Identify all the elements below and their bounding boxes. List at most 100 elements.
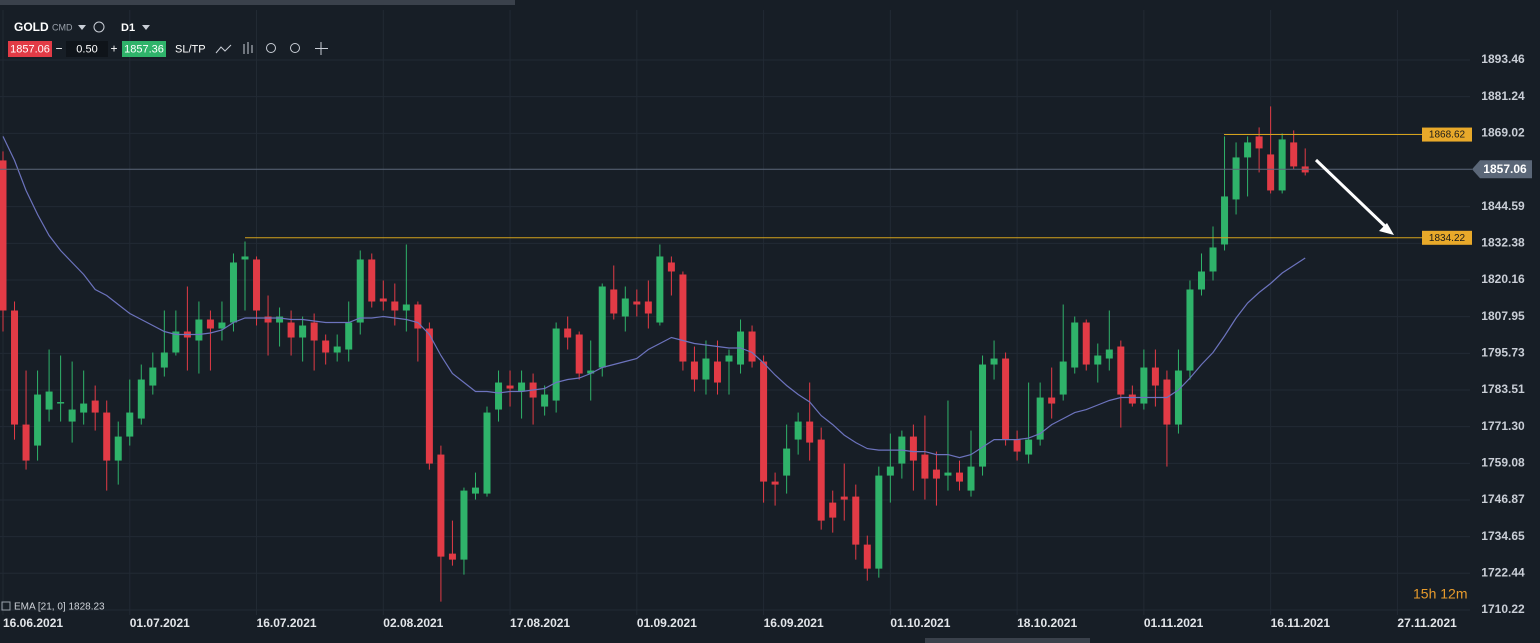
candle-body bbox=[725, 355, 733, 362]
candle-body bbox=[402, 304, 410, 311]
line-tool[interactable] bbox=[215, 44, 232, 54]
candle-body bbox=[1013, 439, 1021, 452]
scrollbar[interactable] bbox=[925, 638, 1090, 643]
candle-body bbox=[679, 274, 687, 362]
candle-body bbox=[0, 160, 7, 311]
zoom-out[interactable] bbox=[266, 43, 276, 53]
candle-body bbox=[1255, 136, 1263, 149]
candle-body bbox=[575, 334, 583, 374]
candle-body bbox=[1290, 142, 1298, 167]
candle-body bbox=[91, 400, 99, 413]
ema-icon[interactable] bbox=[1, 601, 11, 611]
candle-body bbox=[587, 370, 595, 374]
candle-body bbox=[425, 328, 433, 464]
candle-body bbox=[1105, 349, 1113, 359]
y-tick-label: 1722.44 bbox=[1481, 565, 1525, 579]
candle-body bbox=[1128, 394, 1136, 404]
candle-body bbox=[1140, 367, 1148, 404]
symbol[interactable]: GOLD bbox=[14, 20, 49, 34]
candle-body bbox=[437, 454, 445, 557]
y-tick-label: 1869.02 bbox=[1481, 126, 1525, 140]
info-icon[interactable] bbox=[93, 21, 105, 33]
candle-body bbox=[944, 472, 952, 476]
candle-body bbox=[333, 346, 341, 353]
candle-body bbox=[518, 382, 526, 392]
x-tick-label: 16.06.2021 bbox=[3, 616, 63, 630]
volume[interactable]: 0.50 bbox=[76, 43, 97, 55]
candle-body bbox=[264, 316, 272, 323]
ema-label: EMA [21, 0] 1828.23 bbox=[14, 602, 105, 613]
y-tick-label: 1881.24 bbox=[1481, 89, 1525, 103]
candle-body bbox=[103, 412, 111, 461]
minus[interactable]: − bbox=[55, 42, 62, 56]
candle-body bbox=[506, 385, 514, 389]
candle-body bbox=[552, 328, 560, 401]
arrow-head bbox=[1379, 223, 1394, 235]
x-tick-label: 16.09.2021 bbox=[764, 616, 824, 630]
candle-body bbox=[1071, 322, 1079, 368]
candle-body bbox=[1232, 157, 1240, 200]
move-tool[interactable] bbox=[315, 42, 328, 55]
dropdown[interactable] bbox=[78, 25, 86, 30]
plus[interactable]: + bbox=[110, 42, 117, 56]
candle-body bbox=[471, 487, 479, 494]
candle-body bbox=[1186, 289, 1194, 371]
candle-body bbox=[1002, 358, 1010, 440]
x-tick-label: 01.11.2021 bbox=[1144, 616, 1204, 630]
candle-body bbox=[990, 358, 998, 365]
level-label: 1868.62 bbox=[1429, 130, 1466, 141]
x-tick-label: 17.08.2021 bbox=[510, 616, 570, 630]
candle-body bbox=[656, 256, 664, 323]
x-tick-label: 01.10.2021 bbox=[890, 616, 950, 630]
y-tick-label: 1820.16 bbox=[1481, 272, 1525, 286]
candle-body bbox=[229, 262, 237, 323]
candle-body bbox=[68, 409, 76, 422]
candle-body bbox=[840, 496, 848, 500]
sell-button[interactable] bbox=[8, 41, 52, 57]
candle-body bbox=[172, 331, 180, 353]
buy-price[interactable]: 1857.36 bbox=[124, 43, 164, 55]
dropdown[interactable] bbox=[142, 25, 150, 30]
candle-body bbox=[414, 304, 422, 329]
timeframe[interactable]: D1 bbox=[121, 22, 135, 34]
x-tick-label: 16.11.2021 bbox=[1271, 616, 1331, 630]
candle-body bbox=[1244, 142, 1252, 158]
candle-body bbox=[748, 331, 756, 362]
candle-tool[interactable] bbox=[243, 42, 253, 54]
sl-tp[interactable]: SL/TP bbox=[175, 43, 206, 55]
x-tick-label: 16.07.2021 bbox=[257, 616, 317, 630]
candle-body bbox=[22, 424, 30, 461]
timer: 15h 12m bbox=[1413, 586, 1467, 602]
y-tick-label: 1771.30 bbox=[1481, 419, 1525, 433]
zoom-in[interactable] bbox=[290, 43, 300, 53]
candle-body bbox=[1163, 379, 1171, 425]
buy-button[interactable] bbox=[122, 41, 166, 57]
candle-body bbox=[909, 436, 917, 461]
candle-body bbox=[299, 325, 307, 338]
x-tick-label: 18.10.2021 bbox=[1017, 616, 1077, 630]
candle-body bbox=[1174, 370, 1182, 425]
candle-body bbox=[241, 256, 249, 260]
candle-body bbox=[702, 358, 710, 380]
level-label: 1834.22 bbox=[1429, 233, 1466, 244]
candle-body bbox=[310, 322, 318, 341]
sell-price[interactable]: 1857.06 bbox=[10, 43, 50, 55]
candle-body bbox=[667, 262, 675, 272]
candle-body bbox=[114, 436, 122, 461]
candle-body bbox=[955, 472, 963, 482]
top-strip bbox=[0, 0, 515, 5]
last-price-label: 1857.06 bbox=[1483, 162, 1527, 176]
candle-body bbox=[1082, 322, 1090, 365]
candle-body bbox=[1117, 346, 1125, 395]
y-tick-label: 1893.46 bbox=[1481, 52, 1525, 66]
candle-body bbox=[863, 544, 871, 569]
candle-body bbox=[1197, 271, 1205, 290]
candle-body bbox=[783, 448, 791, 476]
level-label-box bbox=[1422, 127, 1472, 142]
candle-body bbox=[979, 364, 987, 467]
volume-box[interactable] bbox=[66, 41, 108, 57]
candle-body bbox=[218, 322, 226, 329]
candle-body bbox=[460, 490, 468, 560]
candle-body bbox=[1151, 367, 1159, 386]
candle-body bbox=[690, 361, 698, 380]
